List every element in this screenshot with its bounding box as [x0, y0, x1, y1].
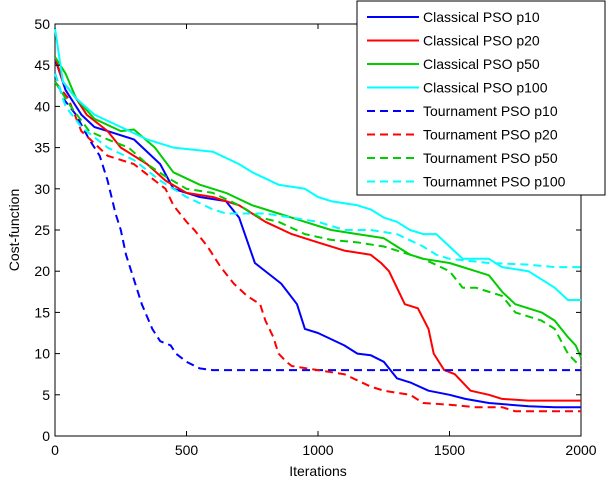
y-tick-label: 50 — [34, 16, 50, 32]
legend-label: Tournament PSO p20 — [423, 127, 558, 143]
legend-label: Classical PSO p100 — [423, 80, 548, 96]
legend-label: Tournamnet PSO p100 — [423, 174, 566, 190]
series-line-1 — [54, 58, 581, 409]
legend-label: Tournament PSO p10 — [423, 103, 558, 119]
y-tick-label: 40 — [34, 98, 50, 114]
x-tick-label: 1500 — [434, 442, 465, 458]
y-tick-label: 25 — [34, 222, 50, 238]
series-line-4 — [54, 27, 581, 301]
x-tick-label: 2000 — [565, 442, 596, 458]
y-tick-label: 0 — [42, 428, 50, 444]
x-tick-label: 0 — [51, 442, 59, 458]
series-line-6 — [54, 81, 581, 413]
legend-label: Classical PSO p20 — [423, 33, 540, 49]
y-tick-label: 20 — [34, 263, 50, 279]
y-tick-label: 35 — [34, 140, 50, 156]
y-axis-label: Cost-function — [6, 189, 22, 271]
legend-box — [356, 0, 606, 196]
y-tick-label: 10 — [34, 346, 50, 362]
series-line-5 — [54, 73, 581, 372]
y-tick-label: 5 — [42, 387, 50, 403]
legend: Classical PSO p10 Classical PSO p20 Classi… — [356, 0, 606, 196]
series-line-2 — [54, 56, 581, 402]
series-line-7 — [54, 81, 582, 367]
y-tick-label: 45 — [34, 57, 50, 73]
y-tick-label: 30 — [34, 181, 50, 197]
series-layer — [54, 27, 582, 413]
legend-label: Classical PSO p10 — [423, 9, 540, 25]
x-tick-label: 1000 — [302, 442, 333, 458]
axes-layer: 0 500 1000 1500 2000 0 5 10 15 20 25 30 35 40 45 50 — [34, 16, 596, 458]
legend-label: Tournament PSO p50 — [423, 150, 558, 166]
legend-label: Classical PSO p50 — [423, 56, 540, 72]
x-axis-label: Iterations — [289, 463, 347, 479]
series-line-8 — [54, 73, 581, 269]
y-tick-label: 15 — [34, 304, 50, 320]
x-tick-label: 500 — [175, 442, 199, 458]
